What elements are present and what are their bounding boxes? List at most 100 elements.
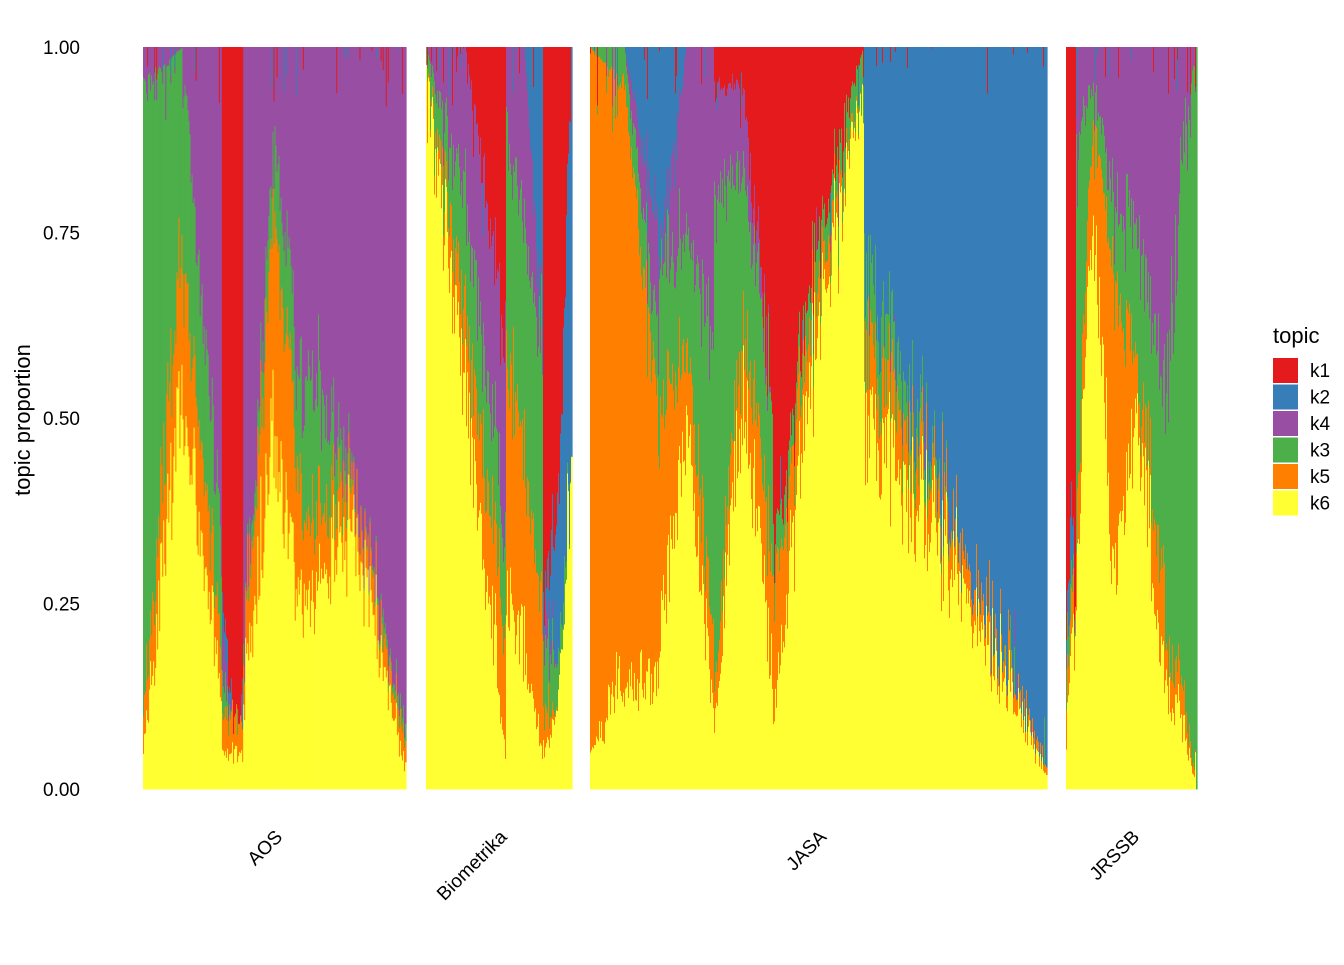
bar-segment-k5 (1135, 341, 1137, 399)
bar-segment-k5 (403, 747, 406, 772)
bar-segment-k3 (224, 671, 227, 707)
bar-segment-k5 (857, 107, 859, 114)
bar-segment-k1 (477, 47, 479, 123)
bar-segment-k4 (194, 70, 197, 207)
bar-segment-k2 (650, 47, 652, 199)
bar-segment-k3 (709, 379, 711, 607)
bar-segment-k4 (727, 88, 729, 176)
bar-segment-k4 (702, 47, 704, 260)
bar-segment-k4 (338, 47, 340, 402)
bar-segment-k3 (666, 277, 668, 410)
bar-segment-k5 (653, 340, 655, 693)
bar-segment-k5 (864, 320, 866, 382)
bar-segment-k5 (1030, 719, 1032, 733)
bar-segment-k6 (1005, 665, 1007, 790)
bar-segment-k4 (446, 47, 448, 98)
bar-segment-k6 (761, 543, 763, 790)
bar-segment-k6 (1013, 713, 1015, 790)
bar-segment-k2 (1039, 47, 1041, 757)
bar-segment-k4 (313, 47, 316, 412)
bar-segment-k5 (372, 577, 375, 616)
bar-segment-k3 (229, 710, 232, 720)
bar-segment-k6 (1178, 683, 1180, 790)
bar-segment-k5 (314, 538, 317, 609)
bar-segment-k6 (674, 548, 676, 790)
bar-segment-k5 (369, 521, 372, 567)
bar-segment-k6 (893, 447, 895, 790)
bar-segment-k5 (762, 483, 764, 582)
bar-segment-k6 (865, 484, 867, 790)
bar-segment-k6 (515, 653, 517, 790)
bar-segment-k6 (1179, 700, 1181, 790)
bar-segment-k1 (1071, 47, 1073, 482)
bar-segment-k3 (286, 210, 289, 307)
bar-segment-k5 (985, 637, 987, 666)
bar-segment-k3 (488, 371, 490, 482)
bar-segment-k6 (433, 118, 435, 790)
bar-segment-k5 (354, 511, 357, 537)
bar-segment-k5 (1031, 735, 1033, 745)
bar-segment-k4 (248, 47, 250, 587)
panel-aos (143, 47, 407, 790)
bar-segment-k5 (404, 740, 407, 763)
bar-segment-k3 (902, 445, 904, 495)
bar-segment-k6 (713, 707, 715, 790)
bar-segment-k5 (724, 578, 726, 629)
bar-segment-k3 (605, 47, 607, 63)
bar-segment-k3 (928, 461, 930, 485)
bar-segment-k1 (721, 47, 723, 88)
bar-segment-k5 (1100, 157, 1102, 345)
bar-segment-k5 (1194, 769, 1196, 777)
bar-segment-k1 (739, 47, 741, 89)
bar-segment-k6 (993, 675, 995, 790)
bar-segment-k4 (274, 47, 277, 127)
bar-segment-k5 (194, 354, 197, 449)
bar-segment-k5 (532, 518, 534, 692)
bar-segment-k6 (517, 614, 519, 790)
bar-segment-k5 (1105, 209, 1107, 440)
bar-segment-k3 (262, 340, 264, 398)
bar-segment-k5 (725, 495, 727, 553)
bar-segment-k2 (549, 589, 551, 662)
bar-segment-k5 (1112, 235, 1114, 547)
bar-segment-k6 (327, 582, 329, 790)
bar-segment-k1 (827, 47, 829, 219)
bar-segment-k5 (1168, 678, 1170, 715)
bar-segment-k1 (759, 47, 761, 240)
bar-segment-k4 (625, 50, 627, 54)
bar-segment-k2 (661, 47, 663, 223)
bar-segment-k4 (320, 47, 322, 371)
bar-segment-k6 (217, 677, 220, 790)
bar-segment-k6 (692, 466, 694, 790)
bar-segment-k3 (1183, 120, 1185, 691)
bar-segment-k3 (302, 430, 305, 541)
bar-segment-k4 (1192, 47, 1194, 71)
legend-swatch-k1 (1273, 358, 1298, 383)
bar-segment-k4 (641, 155, 643, 213)
bar-segment-k5 (401, 732, 404, 761)
bar-segment-k6 (700, 590, 702, 790)
bar-segment-k5 (1082, 333, 1084, 399)
bar-segment-k2 (886, 47, 888, 314)
bar-segment-k2 (625, 47, 627, 51)
bar-segment-k4 (1186, 47, 1188, 125)
bar-segment-k5 (614, 78, 616, 714)
bar-segment-k6 (876, 480, 878, 790)
bar-segment-k3 (1192, 69, 1194, 768)
bar-segment-k3 (1161, 377, 1163, 548)
bar-segment-k6 (439, 158, 441, 790)
bar-segment-k6 (640, 651, 642, 790)
bar-segment-k1 (371, 47, 374, 52)
bar-segment-k6 (753, 467, 755, 790)
bar-segment-k4 (948, 554, 950, 556)
bar-segment-k5 (903, 413, 905, 462)
bar-segment-k6 (666, 623, 668, 790)
bar-segment-k5 (330, 517, 332, 605)
bar-segment-k3 (634, 126, 636, 174)
bar-segment-k6 (682, 431, 684, 790)
bar-segment-k3 (705, 322, 707, 591)
bar-segment-k5 (777, 546, 779, 681)
bar-segment-k5 (442, 146, 444, 185)
bar-segment-k4 (698, 47, 700, 264)
bar-segment-k3 (269, 188, 272, 250)
